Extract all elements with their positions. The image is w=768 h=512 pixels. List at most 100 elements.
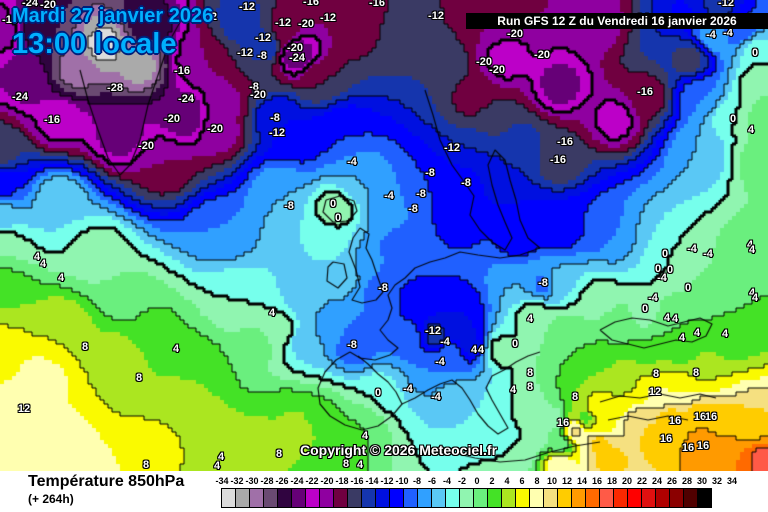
map-temp-label: 0 bbox=[641, 303, 649, 315]
colorbar-tick: 0 bbox=[474, 476, 480, 486]
map-temp-label: 4 bbox=[509, 384, 517, 396]
colorbar-tick: 24 bbox=[651, 476, 663, 486]
colorbar-cell bbox=[445, 488, 460, 508]
map-temp-label: -20 bbox=[476, 56, 492, 68]
colorbar-tick: -4 bbox=[442, 476, 452, 486]
colorbar-tick: -12 bbox=[380, 476, 394, 486]
colorbar-cell bbox=[501, 488, 516, 508]
colorbar-tick: 4 bbox=[504, 476, 510, 486]
map-temp-label: -12 bbox=[255, 32, 271, 44]
map-temp-label: -16 bbox=[550, 154, 566, 166]
colorbar-cell bbox=[585, 488, 600, 508]
colorbar-cell bbox=[473, 488, 488, 508]
colorbar-cell bbox=[249, 488, 264, 508]
colorbar-tick: -6 bbox=[427, 476, 437, 486]
colorbar-cell bbox=[221, 488, 236, 508]
colorbar-cell bbox=[277, 488, 292, 508]
map-temp-label: 0 bbox=[751, 47, 759, 59]
map-temp-label: -12 bbox=[428, 10, 444, 22]
colorbar-tick: 10 bbox=[546, 476, 558, 486]
map-temp-label: -12 bbox=[269, 127, 285, 139]
map-temp-label: 0 bbox=[329, 198, 337, 210]
colorbar-tick: 34 bbox=[726, 476, 738, 486]
map-temp-label: -24 bbox=[22, 0, 38, 9]
colorbar-tick: 20 bbox=[621, 476, 633, 486]
map-temp-label: 8 bbox=[571, 391, 579, 403]
map-temp-label: 0 bbox=[666, 264, 674, 276]
map-temp-label: 16 bbox=[693, 411, 707, 423]
map-temp-label: -12 bbox=[239, 1, 255, 13]
map-temp-label: 4 bbox=[361, 430, 369, 442]
map-temp-label: 4 bbox=[678, 332, 686, 344]
map-temp-label: -20 bbox=[489, 64, 505, 76]
map-temp-label: -20 bbox=[287, 42, 303, 54]
map-temp-label: 0 bbox=[334, 212, 342, 224]
temperature-map-canvas bbox=[0, 0, 768, 471]
map-temp-label: 16 bbox=[556, 417, 570, 429]
colorbar-tick: 30 bbox=[696, 476, 708, 486]
map-temp-label: -16 bbox=[2, 14, 18, 26]
map-temp-label: 16 bbox=[681, 442, 695, 454]
colorbar-cell bbox=[291, 488, 306, 508]
map-temp-label: -8 bbox=[378, 282, 388, 294]
map-temp-label: -4 bbox=[657, 272, 667, 284]
colorbar-cell bbox=[459, 488, 474, 508]
map-temp-label: -8 bbox=[416, 188, 426, 200]
colorbar-tick: -26 bbox=[275, 476, 289, 486]
map-temp-label: 4 bbox=[693, 327, 701, 339]
map-temp-label: 4 bbox=[268, 307, 276, 319]
map-temp-label: -8 bbox=[249, 81, 259, 93]
colorbar-cell bbox=[417, 488, 432, 508]
map-temp-label: -12 bbox=[320, 12, 336, 24]
map-temp-label: 4 bbox=[751, 292, 759, 304]
map-temp-label: -12 bbox=[425, 325, 441, 337]
map-temp-label: 12 bbox=[648, 386, 662, 398]
map-temp-label: -16 bbox=[303, 0, 319, 8]
legend-band: Température 850hPa (+ 264h) -34 -32 -30 -28… bbox=[0, 471, 768, 512]
map-temp-label: -4 bbox=[440, 336, 450, 348]
map-temp-label: -8 bbox=[270, 112, 280, 124]
map-temp-label: -20 bbox=[207, 123, 223, 135]
colorbar-tick: -2 bbox=[457, 476, 467, 486]
map-temp-label: -28 bbox=[107, 82, 123, 94]
map-temp-label: 4 bbox=[356, 459, 364, 471]
colorbar-tick: 8 bbox=[534, 476, 540, 486]
colorbar-cell bbox=[515, 488, 530, 508]
map-temp-label: 8 bbox=[342, 458, 350, 470]
map-temp-label: 4 bbox=[33, 251, 41, 263]
map-temp-label: -20 bbox=[164, 113, 180, 125]
forecast-datetime: Mardi 27 janvier 2026 13:00 locale bbox=[12, 5, 214, 60]
map-temp-label: -8 bbox=[257, 50, 267, 62]
map-temp-label: -20 bbox=[250, 89, 266, 101]
map-temp-label: -4 bbox=[435, 356, 445, 368]
forecast-date: Mardi 27 janvier 2026 bbox=[12, 5, 214, 27]
colorbar-cell bbox=[389, 488, 404, 508]
map-temp-label: -8 bbox=[284, 200, 294, 212]
colorbar-tick: -20 bbox=[320, 476, 334, 486]
map-temp-label: -16 bbox=[557, 136, 573, 148]
colorbar-cell bbox=[487, 488, 502, 508]
map-temp-label: 4 bbox=[721, 328, 729, 340]
map-temp-label: -12 bbox=[237, 47, 253, 59]
colorbar-cell bbox=[347, 488, 362, 508]
colorbar-tick: 22 bbox=[636, 476, 648, 486]
map-temperature-labels: -16 -24 -20 -28 -24 -20 -20 -16 -24 -20 -12 -12 -12-… bbox=[2, 0, 759, 472]
map-temp-label: -4 bbox=[703, 248, 713, 260]
colorbar-tick: -28 bbox=[260, 476, 274, 486]
map-temp-label: 8 bbox=[652, 368, 660, 380]
map-temp-label: 16 bbox=[696, 440, 710, 452]
colorbar-tick: -10 bbox=[395, 476, 409, 486]
map-temp-label: -8 bbox=[461, 177, 471, 189]
map-temp-label: -20 bbox=[534, 49, 550, 61]
map-temp-label: -16 bbox=[44, 114, 60, 126]
colorbar-cell bbox=[375, 488, 390, 508]
map-temp-label: 0 bbox=[654, 263, 662, 275]
colorbar-cell bbox=[361, 488, 376, 508]
map-temp-label: 4 bbox=[213, 460, 221, 472]
map-temp-label: -4 bbox=[431, 391, 441, 403]
colorbar-cell bbox=[543, 488, 558, 508]
map-temp-label: 4 bbox=[39, 258, 47, 270]
map-temp-label: -4 bbox=[706, 29, 716, 41]
map-temp-label: -8 bbox=[347, 339, 357, 351]
